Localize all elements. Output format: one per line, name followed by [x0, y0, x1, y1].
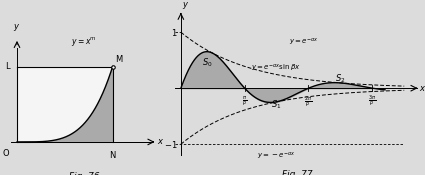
Text: $y=e^{-\alpha x}\sin\beta x$: $y=e^{-\alpha x}\sin\beta x$ — [251, 63, 301, 74]
Text: $S_0$: $S_0$ — [202, 57, 213, 69]
Text: $1$: $1$ — [171, 27, 177, 38]
Text: $y = x^m$: $y = x^m$ — [71, 34, 96, 47]
Text: $x$: $x$ — [419, 84, 425, 93]
Text: $y$: $y$ — [182, 0, 189, 11]
Text: $\frac{3\pi}{\beta}$: $\frac{3\pi}{\beta}$ — [368, 94, 377, 109]
Text: $y=e^{-\alpha x}$: $y=e^{-\alpha x}$ — [289, 37, 319, 48]
Text: $\frac{\pi}{\beta}$: $\frac{\pi}{\beta}$ — [242, 95, 247, 109]
Text: $y=-e^{-\alpha x}$: $y=-e^{-\alpha x}$ — [258, 151, 296, 162]
Text: $\frac{2\pi}{\beta}$: $\frac{2\pi}{\beta}$ — [304, 95, 312, 110]
Text: L: L — [5, 62, 9, 71]
Text: $S_2$: $S_2$ — [335, 73, 346, 86]
Text: Fig. 76: Fig. 76 — [68, 172, 99, 175]
Text: Fig. 77: Fig. 77 — [282, 170, 312, 175]
Text: $S_1$: $S_1$ — [272, 99, 282, 111]
Text: $-1$: $-1$ — [164, 139, 177, 150]
Text: O: O — [3, 149, 9, 158]
Text: M: M — [115, 55, 122, 64]
Text: N: N — [109, 152, 116, 160]
Text: $x$: $x$ — [157, 137, 164, 146]
Text: $y$: $y$ — [13, 22, 21, 33]
